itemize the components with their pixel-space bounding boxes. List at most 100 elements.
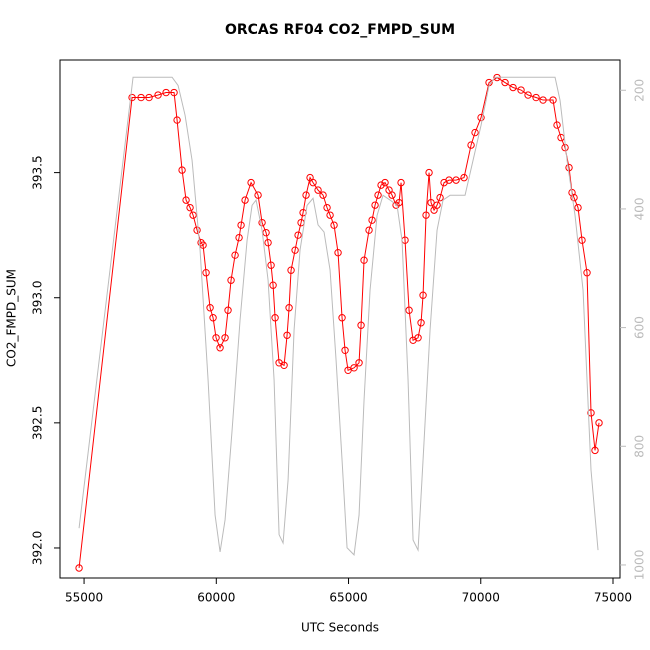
- data-point: [280, 361, 288, 369]
- data-point: [330, 221, 338, 229]
- data-point: [539, 96, 547, 104]
- data-point: [227, 276, 235, 284]
- data-point: [414, 334, 422, 342]
- data-point: [235, 233, 243, 242]
- data-point: [467, 141, 475, 149]
- data-point: [137, 93, 145, 102]
- y2-tick-label: 400: [633, 197, 647, 220]
- data-point: [269, 281, 277, 289]
- data-point: [578, 236, 586, 244]
- chart-title: ORCAS RF04 CO2_FMPD_SUM: [225, 22, 455, 38]
- series-line: [78, 76, 600, 569]
- data-point: [419, 291, 427, 299]
- data-point: [231, 251, 239, 259]
- data-point: [209, 314, 217, 322]
- x-tick-label: 65000: [329, 591, 367, 605]
- y2-tick-label: 800: [633, 435, 647, 458]
- y2-tick-label: 600: [633, 316, 647, 339]
- y-tick-label: 392.5: [31, 406, 45, 440]
- data-point: [271, 314, 279, 322]
- data-point: [532, 93, 540, 102]
- data-point: [178, 166, 186, 174]
- y-tick-label: 393.0: [31, 281, 45, 315]
- data-point: [145, 93, 153, 102]
- data-point: [570, 193, 578, 202]
- data-point: [371, 201, 379, 209]
- data-point: [377, 181, 385, 189]
- y-tick-label: 393.5: [31, 155, 45, 189]
- data-point: [517, 86, 525, 94]
- data-point: [436, 193, 444, 202]
- data-point: [241, 196, 249, 204]
- data-point: [460, 173, 468, 182]
- data-point: [445, 176, 453, 184]
- data-point: [452, 176, 460, 184]
- data-point: [154, 91, 162, 99]
- data-point: [433, 201, 441, 209]
- data-point: [583, 269, 591, 277]
- data-point: [258, 218, 266, 227]
- data-point: [587, 409, 595, 417]
- data-point: [254, 191, 262, 199]
- data-point: [206, 304, 214, 312]
- data-point: [360, 256, 368, 264]
- data-point: [574, 203, 582, 212]
- data-point: [425, 168, 433, 177]
- y2-tick-label: 200: [633, 79, 647, 102]
- data-point: [422, 211, 430, 219]
- series-line: [78, 76, 599, 556]
- data-point: [374, 191, 382, 199]
- data-point: [182, 196, 190, 204]
- data-point: [344, 366, 352, 374]
- data-point: [285, 304, 293, 312]
- data-point: [395, 198, 403, 207]
- data-point: [501, 78, 509, 87]
- data-point: [591, 446, 599, 455]
- data-point: [323, 203, 331, 212]
- data-point: [128, 93, 136, 102]
- x-tick-label: 60000: [197, 591, 235, 605]
- data-point: [262, 228, 270, 237]
- data-point: [314, 186, 322, 194]
- data-point: [381, 178, 389, 187]
- x-tick-label: 75000: [594, 591, 632, 605]
- data-point: [334, 248, 342, 257]
- data-point: [221, 334, 229, 342]
- data-point: [405, 306, 413, 314]
- data-point: [326, 211, 334, 219]
- data-point: [355, 359, 363, 367]
- data-point: [350, 364, 358, 372]
- data-point: [595, 419, 603, 427]
- data-point: [319, 191, 327, 199]
- data-point: [477, 113, 485, 122]
- data-point: [417, 319, 425, 327]
- data-point: [287, 266, 295, 274]
- y-axis-label: CO2_FMPD_SUM: [5, 269, 19, 367]
- data-point: [357, 321, 365, 329]
- data-point: [309, 178, 317, 187]
- plot-frame: [59, 59, 621, 579]
- data-point: [294, 231, 302, 239]
- data-point: [267, 261, 275, 269]
- data-point: [75, 564, 83, 572]
- data-point: [247, 178, 255, 187]
- data-point: [186, 203, 194, 212]
- data-point: [189, 211, 197, 219]
- data-point: [471, 128, 479, 137]
- y-tick-label: 392.0: [31, 531, 45, 565]
- data-point: [338, 314, 346, 322]
- data-point: [224, 306, 232, 314]
- x-tick-label: 70000: [462, 591, 500, 605]
- data-point: [162, 88, 170, 97]
- data-point: [197, 238, 205, 247]
- data-point: [193, 226, 201, 234]
- data-point: [397, 178, 405, 187]
- data-point: [388, 191, 396, 199]
- data-point: [302, 191, 310, 199]
- data-point: [264, 238, 272, 247]
- data-point: [549, 96, 557, 104]
- data-point: [365, 226, 373, 234]
- data-point: [368, 216, 376, 224]
